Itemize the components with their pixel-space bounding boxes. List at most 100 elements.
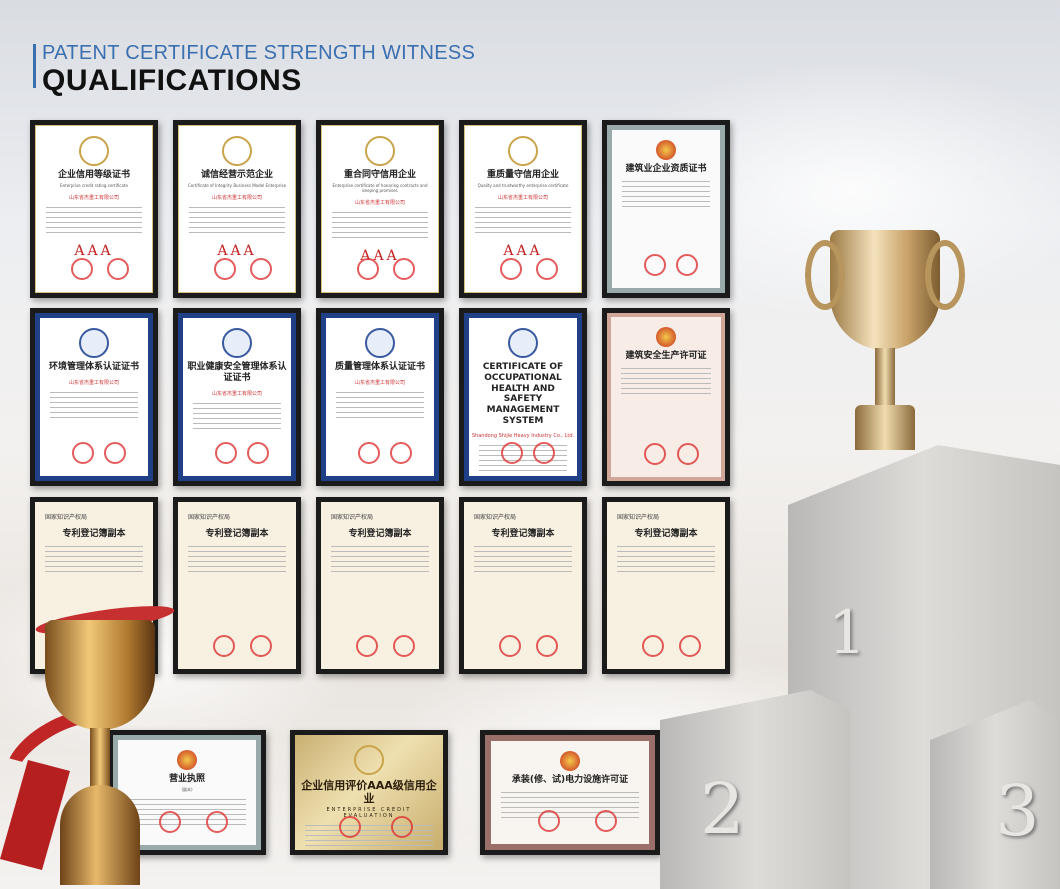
certificate-blue: 职业健康安全管理体系认证证书 山东省杰重工有限公司 — [178, 313, 296, 481]
seal-icon — [250, 635, 273, 657]
seal-icon — [393, 635, 416, 657]
certificate-frame: 国家知识产权局 专利登记簿副本 — [173, 497, 301, 674]
seal-icon — [501, 442, 524, 464]
certificate-text-lines — [475, 206, 571, 237]
seal-icon — [206, 811, 229, 833]
seal-icon — [535, 258, 558, 280]
podium-number-second: 2 — [700, 768, 745, 850]
certificate-text-lines — [193, 402, 281, 433]
certificate-subtitle: Enterprise certificate of honoring contr… — [332, 182, 428, 193]
certificate-subtitle: 国家知识产权局 — [474, 514, 517, 521]
certificate-frame: 职业健康安全管理体系认证证书 山东省杰重工有限公司 — [173, 308, 301, 486]
certificate-subtitle: Enterprise credit rating certificate — [60, 182, 128, 188]
seal-icon — [499, 635, 522, 657]
podium-third — [930, 700, 1060, 889]
certificate-frame: 营业执照 (副本) — [108, 730, 266, 855]
seal-icon — [644, 254, 667, 276]
certificate-frame: 重质量守信用企业 Quality and trustworthy enterpr… — [459, 120, 587, 298]
certificate-grade: AAA — [360, 247, 400, 264]
certificate-frame: 国家知识产权局 专利登记簿副本 — [602, 497, 730, 674]
certificate-text-lines — [617, 545, 715, 576]
certificate-grey: 建筑业企业资质证书 — [607, 125, 725, 293]
seal-icon — [676, 254, 699, 276]
seal-icon — [213, 258, 236, 280]
emblem-icon — [222, 328, 252, 358]
seal-icon — [533, 442, 556, 464]
trophy-gold-icon — [805, 230, 965, 460]
seal-icon — [106, 258, 129, 280]
page-title: QUALIFICATIONS — [42, 64, 302, 97]
seal-icon — [339, 816, 362, 838]
certificate-frame: CERTIFICATE OF OCCUPATIONAL HEALTH AND S… — [459, 308, 587, 486]
seal-icon — [249, 258, 272, 280]
certificate-frame: 承装(修、试)电力设施许可证 — [480, 730, 660, 855]
seal-icon — [538, 810, 561, 832]
certificate-title: 诚信经营示范企业 — [200, 170, 273, 180]
certificate-text-lines — [50, 391, 138, 422]
certificate-frame: 建筑安全生产许可证 — [602, 308, 730, 486]
certificate-frame: 重合同守信用企业 Enterprise certificate of honor… — [316, 120, 444, 298]
seal-icon — [358, 442, 381, 464]
certificate-grade: AAA — [74, 242, 114, 259]
certificate-title: 企业信用评价AAA级信用企业 — [301, 779, 437, 806]
certificate-text-lines — [336, 391, 424, 422]
seal-icon — [536, 635, 559, 657]
certificate-frame: 建筑业企业资质证书 — [602, 120, 730, 298]
certificate-cream: 国家知识产权局 专利登记簿副本 — [607, 502, 725, 669]
certificate-text-lines — [474, 545, 572, 576]
seal-icon — [70, 258, 93, 280]
certificate-title: 环境管理体系认证证书 — [48, 362, 139, 372]
certificate-title: 专利登记簿副本 — [491, 529, 555, 539]
podium-number-third: 3 — [995, 770, 1040, 852]
emblem-icon — [79, 136, 109, 166]
emblem-icon — [354, 745, 384, 775]
seal-icon — [595, 810, 618, 832]
seal-icon — [356, 258, 379, 280]
certificate-gold: 企业信用评价AAA级信用企业 ENTERPRISE CREDIT EVALUAT… — [295, 735, 443, 850]
seal-icon — [392, 258, 415, 280]
certificate-company: 山东省杰重工有限公司 — [211, 390, 262, 397]
certificate-title: 专利登记簿副本 — [348, 529, 412, 539]
certificate-text-lines — [46, 206, 142, 237]
certificate-white: 重合同守信用企业 Enterprise certificate of honor… — [321, 125, 439, 293]
certificate-text-lines — [621, 367, 711, 398]
certificate-title: 专利登记簿副本 — [62, 529, 126, 539]
emblem-icon — [508, 136, 538, 166]
certificate-cream: 国家知识产权局 专利登记簿副本 — [178, 502, 296, 669]
emblem-icon — [656, 140, 676, 160]
emblem-icon — [222, 136, 252, 166]
certificate-title: 重合同守信用企业 — [343, 170, 416, 180]
certificate-rose: 承装(修、试)电力设施许可证 — [485, 735, 655, 850]
certificate-subtitle: (副本) — [181, 786, 193, 792]
certificate-text-lines — [332, 211, 428, 242]
seal-icon — [215, 442, 238, 464]
certificate-text-lines — [45, 545, 143, 576]
certificate-frame: 环境管理体系认证证书 山东省杰重工有限公司 — [30, 308, 158, 486]
certificate-subtitle: 国家知识产权局 — [331, 514, 374, 521]
certificate-title: 建筑安全生产许可证 — [625, 351, 707, 361]
certificate-pink: 建筑安全生产许可证 — [607, 313, 725, 481]
certificate-frame: 质量管理体系认证证书 山东省杰重工有限公司 — [316, 308, 444, 486]
emblem-icon — [365, 136, 395, 166]
certificate-title: 营业执照 — [168, 774, 205, 784]
certificate-frame: 国家知识产权局专利登记簿副本 — [316, 497, 444, 674]
emblem-icon — [656, 327, 676, 347]
seal-icon — [104, 442, 127, 464]
seal-icon — [213, 635, 236, 657]
header-subtitle: PATENT CERTIFICATE STRENGTH WITNESS — [42, 42, 476, 64]
certificate-text-lines — [188, 545, 286, 576]
certificate-title: 承装(修、试)电力设施许可证 — [511, 775, 629, 785]
certificate-blue: 质量管理体系认证证书 山东省杰重工有限公司 — [321, 313, 439, 481]
seal-icon — [391, 816, 414, 838]
certificate-text-lines — [331, 545, 429, 576]
certificate-frame: 诚信经营示范企业 Certificate of Integrity Busine… — [173, 120, 301, 298]
certificate-company: 山东省杰重工有限公司 — [68, 379, 119, 386]
certificate-cream: 国家知识产权局专利登记簿副本 — [464, 502, 582, 669]
certificate-company: 山东省杰重工有限公司 — [354, 199, 405, 206]
certificate-grade: AAA — [503, 242, 543, 259]
certificate-title: 重质量守信用企业 — [486, 170, 559, 180]
certificate-company: 山东省杰重工有限公司 — [68, 194, 119, 201]
certificate-title: CERTIFICATE OF OCCUPATIONAL HEALTH AND S… — [482, 362, 564, 426]
certificate-white: 重质量守信用企业 Quality and trustworthy enterpr… — [464, 125, 582, 293]
certificate-company: 山东省杰重工有限公司 — [211, 194, 262, 201]
